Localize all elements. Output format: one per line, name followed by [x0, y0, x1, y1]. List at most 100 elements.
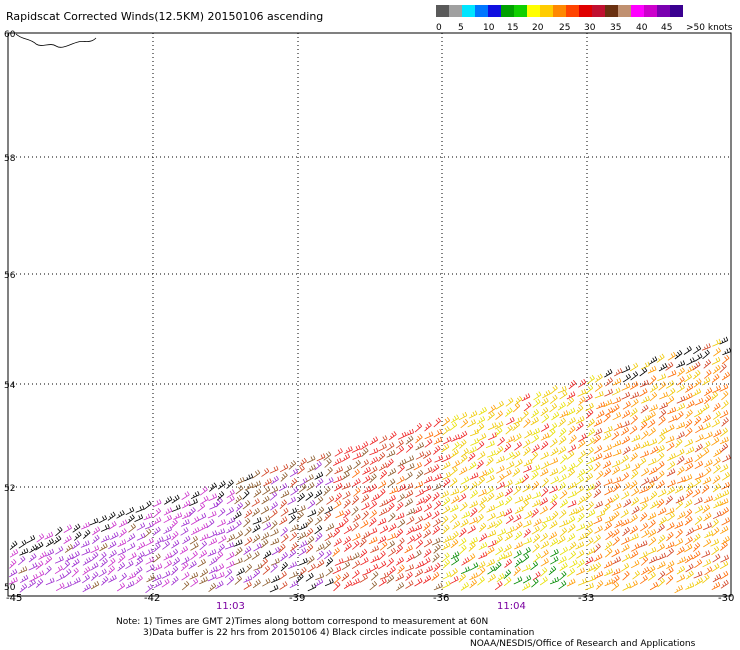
wind-barb: [551, 510, 559, 521]
wind-barb: [710, 391, 719, 401]
wind-barb: [721, 371, 731, 381]
wind-barb: [260, 532, 270, 541]
wind-barb: [666, 522, 675, 531]
wind-barb: [469, 481, 478, 491]
wind-barb: [585, 537, 594, 547]
wind-barb: [596, 401, 606, 410]
wind-barb: [559, 527, 568, 537]
wind-barb: [377, 517, 387, 526]
wind-barb: [487, 529, 497, 538]
wind-barb: [659, 401, 668, 410]
wind-barb: [324, 549, 332, 560]
lon-label: -33: [578, 593, 594, 604]
wind-barb: [209, 482, 217, 492]
wind-barb: [396, 445, 405, 456]
wind-barb: [512, 402, 521, 413]
graticule: [8, 33, 731, 596]
legend-swatch: [527, 5, 540, 17]
wind-barb: [414, 422, 423, 433]
wind-barb: [361, 502, 370, 511]
wind-barb: [333, 500, 342, 510]
wind-barb: [704, 459, 713, 468]
wind-barb: [333, 457, 342, 466]
wind-barb: [648, 438, 658, 447]
wind-barb: [719, 410, 729, 419]
wind-barb: [594, 373, 603, 383]
wind-barb: [379, 499, 389, 507]
wind-barb: [405, 564, 414, 572]
wind-barb: [334, 492, 342, 503]
wind-barb: [116, 582, 126, 592]
wind-barb: [378, 488, 386, 498]
wind-barb: [423, 511, 432, 521]
wind-barb: [278, 483, 288, 492]
wind-barb: [631, 487, 640, 497]
wind-barb: [459, 527, 467, 538]
wind-barb: [414, 568, 424, 578]
wind-barb: [684, 536, 693, 546]
wind-barb: [677, 376, 685, 386]
wind-barb: [433, 417, 441, 428]
wind-barb: [676, 384, 685, 393]
wind-barb: [494, 427, 503, 437]
wind-barb: [487, 573, 496, 583]
wind-barb: [45, 538, 54, 548]
wind-barb: [369, 563, 379, 572]
wind-barb: [226, 551, 235, 561]
wind-barb: [351, 445, 361, 453]
wind-barb: [163, 552, 172, 561]
wind-barb: [422, 557, 431, 566]
wind-barb: [396, 475, 405, 485]
map-title: Rapidscat Corrected Winds(12.5KM) 201501…: [6, 10, 323, 23]
wind-barb: [550, 556, 559, 565]
wind-barb: [665, 380, 675, 389]
wind-barb: [342, 491, 351, 500]
wind-barb: [171, 494, 180, 504]
wind-barb: [314, 489, 323, 499]
wind-barb: [423, 475, 433, 484]
wind-barb: [524, 429, 533, 439]
wind-barb: [602, 460, 612, 469]
wind-barb: [495, 491, 504, 500]
wind-barb: [459, 544, 467, 555]
wind-barb: [639, 496, 649, 504]
wind-barb: [575, 485, 584, 495]
wind-barb: [144, 548, 154, 557]
wind-barb: [613, 422, 623, 431]
wind-barb: [341, 471, 350, 480]
wind-barb: [441, 443, 450, 453]
wind-barb: [721, 390, 729, 401]
wind-barb: [638, 486, 648, 494]
wind-barb: [612, 466, 621, 475]
wind-barb: [215, 551, 224, 561]
wind-barb: [53, 535, 62, 545]
wind-barb: [674, 585, 683, 594]
wind-barb: [513, 550, 522, 559]
wind-barb: [577, 388, 587, 397]
wind-barb: [532, 571, 541, 581]
wind-barb: [497, 553, 506, 562]
wind-barb: [495, 535, 503, 545]
wind-barb: [108, 574, 117, 583]
wind-barb: [153, 507, 162, 518]
wind-barb: [406, 507, 416, 516]
lon-label: -45: [6, 593, 22, 604]
wind-barb: [665, 495, 673, 505]
wind-barb: [252, 579, 261, 589]
wind-barb: [188, 507, 196, 517]
wind-barb: [459, 484, 469, 494]
wind-barb: [603, 467, 612, 478]
wind-barb: [378, 443, 387, 452]
wind-barb: [226, 575, 235, 586]
wind-barb: [514, 441, 522, 451]
wind-barb: [98, 568, 107, 578]
wind-barb: [423, 466, 433, 475]
wind-barb: [477, 476, 485, 486]
wind-barb: [541, 477, 549, 488]
wind-barb: [486, 456, 494, 467]
wind-barb: [252, 524, 261, 533]
wind-barb: [694, 408, 703, 418]
wind-barb: [656, 543, 665, 552]
wind-barb: [395, 528, 404, 539]
wind-barb: [677, 556, 686, 565]
